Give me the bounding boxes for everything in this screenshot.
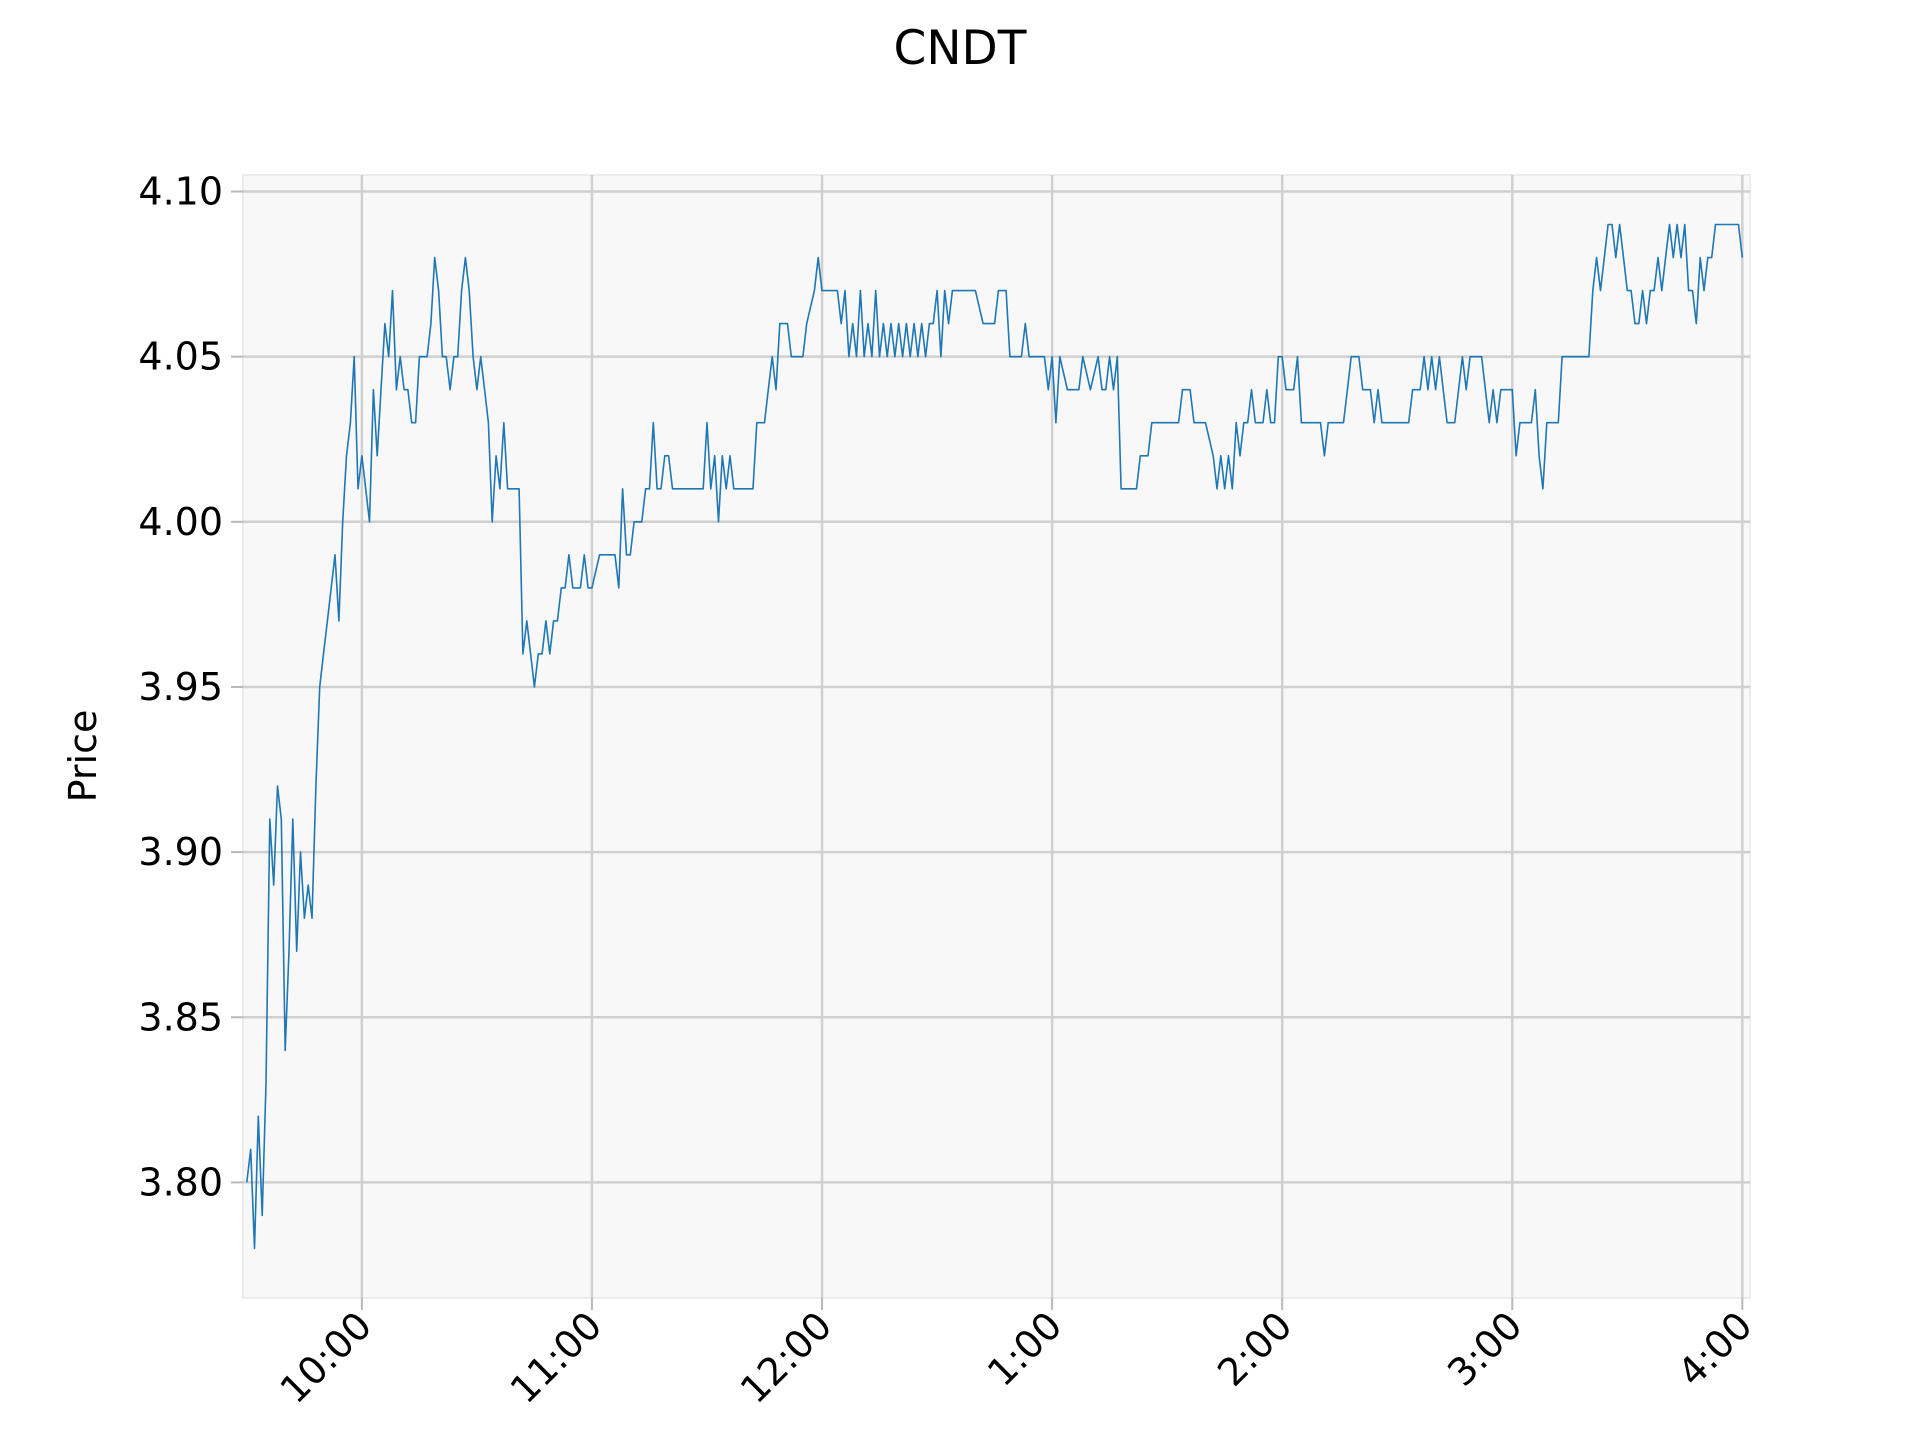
- y-tick-label: 3.80: [138, 1160, 223, 1204]
- x-tick-label: 4:00: [1669, 1303, 1760, 1394]
- y-tick-label: 3.85: [138, 995, 223, 1039]
- x-tick-label: 3:00: [1439, 1303, 1530, 1394]
- chart-title: CNDT: [894, 21, 1027, 76]
- x-axis: 10:00 11:00 12:00 1:00 2:00 3:00 4:00: [272, 1298, 1761, 1412]
- y-axis-label: Price: [61, 710, 105, 803]
- price-series-line: [246, 223, 1744, 1250]
- x-tick-label: 1:00: [979, 1303, 1070, 1394]
- x-tick-label: 2:00: [1209, 1303, 1300, 1394]
- plot-area: [242, 174, 1751, 1299]
- x-tick-label: 12:00: [732, 1303, 841, 1412]
- y-tick-label: 3.95: [138, 665, 223, 709]
- y-axis: 3.80 3.85 3.90 3.95 4.00 4.05 4.10: [138, 170, 243, 1204]
- y-tick-label: 4.10: [138, 170, 223, 214]
- y-tick-label: 4.05: [138, 335, 223, 379]
- x-tick-label: 11:00: [502, 1303, 611, 1412]
- y-tick-label: 3.90: [138, 830, 223, 874]
- y-tick-label: 4.00: [138, 500, 223, 544]
- x-tick-label: 10:00: [272, 1303, 381, 1412]
